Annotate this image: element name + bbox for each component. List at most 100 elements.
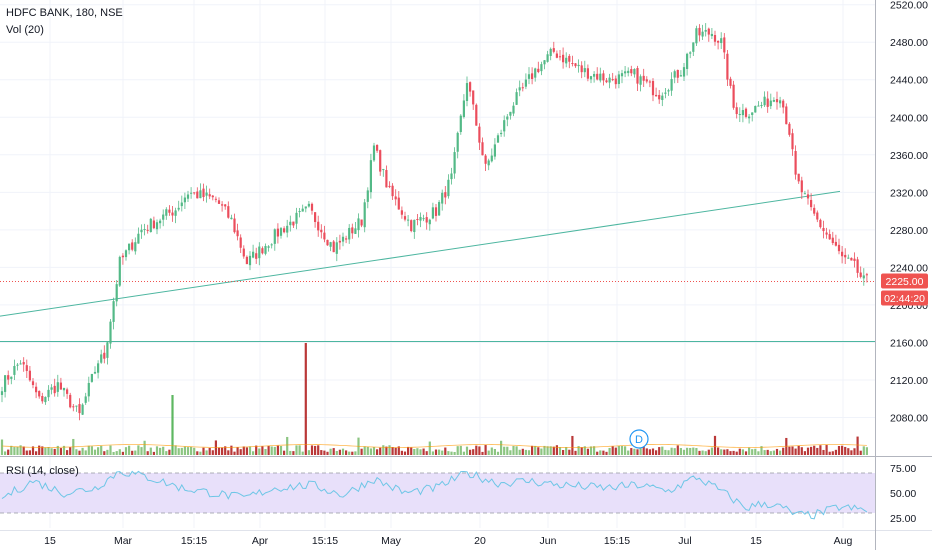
candle-body	[512, 105, 515, 114]
volume-bar	[205, 450, 208, 455]
candle-body	[16, 364, 19, 366]
candle-body	[264, 245, 267, 254]
x-tick-label: 15:15	[604, 535, 630, 547]
candle-body	[394, 196, 397, 200]
volume-bar	[707, 449, 710, 455]
volume-bar	[298, 445, 301, 455]
candle-body	[385, 170, 388, 188]
candle-body	[549, 48, 552, 56]
volume-bar	[599, 450, 602, 455]
volume-bar	[648, 449, 651, 455]
volume-bar	[261, 446, 264, 455]
volume-bar	[810, 446, 813, 455]
volume-bar	[388, 445, 391, 455]
volume-bar	[856, 436, 859, 455]
volume-bar	[586, 448, 589, 455]
volume-bar	[199, 451, 202, 455]
candle-body	[816, 212, 819, 220]
candle-body	[819, 219, 822, 228]
candle-body	[66, 389, 69, 394]
volume-bar	[862, 446, 865, 455]
candle-body	[227, 206, 230, 218]
price-axis: 2520.00 2480.00 2440.00 2400.00 2360.00 2320.…	[44, 0, 928, 550]
volume-bar	[400, 450, 403, 455]
candle-body	[856, 259, 859, 273]
candle-body	[205, 192, 208, 196]
volume-bar	[425, 451, 428, 455]
volume-bar	[816, 447, 819, 455]
candle-body	[527, 74, 531, 79]
candle-body	[803, 193, 806, 195]
volume-bar	[335, 451, 338, 455]
volume-bar	[264, 449, 267, 455]
candle-body	[106, 342, 109, 358]
volume-bar	[391, 447, 394, 455]
candle-body	[314, 212, 317, 223]
volume-bar	[338, 449, 341, 455]
candle-body	[31, 381, 35, 386]
volume-bar	[844, 446, 847, 455]
volume-bar	[521, 448, 524, 455]
candle-body	[0, 391, 4, 395]
candle-body	[202, 188, 205, 198]
volume-bar	[682, 449, 686, 455]
volume-bar	[695, 448, 698, 455]
candle-body	[276, 228, 279, 237]
candle-body	[822, 227, 825, 232]
candle-body	[348, 227, 351, 240]
candle-body	[853, 258, 856, 261]
candle-body	[450, 173, 453, 180]
volume-bar	[450, 451, 453, 455]
candle-body	[38, 390, 41, 397]
candle-body	[741, 110, 744, 116]
candle-body	[224, 204, 227, 207]
volume-bar	[608, 447, 611, 455]
volume-bar	[31, 446, 35, 455]
volume-bar	[729, 451, 732, 455]
trendlines	[0, 190, 875, 342]
volume-bar	[22, 446, 25, 455]
x-tick-label: 15	[750, 535, 762, 547]
candle-body	[862, 275, 865, 279]
candle-body	[258, 246, 261, 259]
volume-bar	[103, 451, 106, 455]
candle-body	[565, 57, 568, 64]
candle-body	[772, 100, 775, 102]
volume-bar	[295, 445, 298, 455]
event-marker[interactable]: D	[629, 429, 649, 449]
volume-bar	[317, 445, 320, 455]
volume-bar	[292, 451, 295, 455]
volume-bar	[41, 446, 44, 455]
volume-bar	[341, 448, 345, 455]
candle-body	[487, 160, 490, 166]
candle-body	[580, 65, 583, 73]
candle-body	[109, 321, 112, 344]
candle-body	[642, 75, 645, 81]
volume-bar	[348, 451, 351, 455]
volume-bar	[131, 450, 134, 455]
candle-body	[599, 73, 602, 81]
candle-body	[459, 115, 462, 133]
volume-bar	[806, 447, 810, 455]
candle-body	[162, 214, 165, 220]
candle-body	[217, 200, 221, 204]
candle-body	[320, 229, 323, 233]
volume-bar	[664, 449, 667, 455]
candle-body	[552, 48, 555, 52]
candle-body	[608, 77, 611, 83]
volume-bar	[118, 449, 121, 455]
x-tick-label: 20	[474, 535, 486, 547]
candle-body	[831, 237, 834, 244]
candle-body	[577, 64, 580, 67]
volume-bar	[283, 450, 286, 455]
candle-body	[193, 192, 196, 194]
candle-body	[56, 382, 59, 392]
volume-bar	[574, 450, 577, 455]
volume-bar	[183, 446, 186, 455]
candle-body	[174, 210, 177, 216]
volume-bar	[270, 446, 273, 455]
candle-body	[509, 111, 512, 116]
chart-title: HDFC BANK, 180, NSE	[6, 7, 123, 19]
volume-bar	[422, 448, 425, 455]
